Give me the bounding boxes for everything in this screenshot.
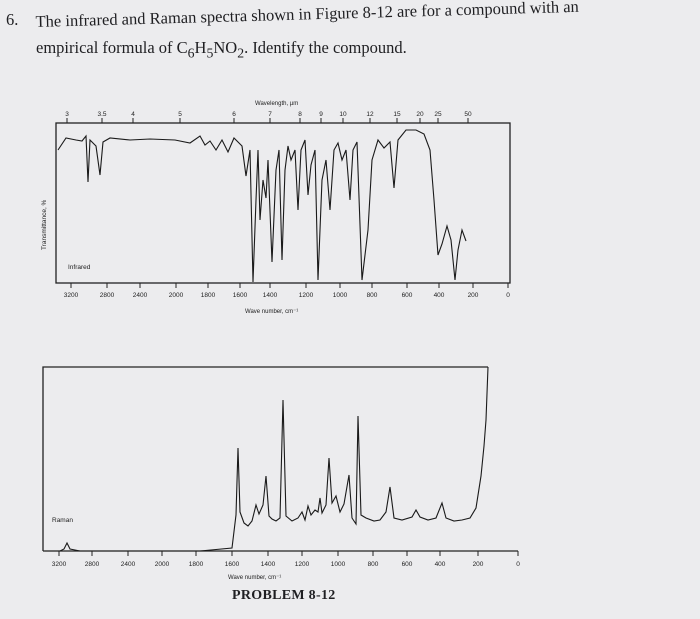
ir-top-tick-label: 8 (298, 111, 302, 118)
ir-x-axis-title: Wave number, cm⁻¹ (245, 309, 298, 315)
raman-bottom-tick-label: 600 (402, 561, 413, 568)
ir-bottom-tick-label: 1400 (263, 292, 278, 299)
ir-top-axis-title: Wavelength, µm (255, 101, 298, 107)
ir-top-tick-label: 5 (178, 111, 182, 118)
ir-spectrum: Wavelength, µm 3 3.5 4 5 6 7 8 9 10 12 15 20 25 50 32… (41, 101, 511, 315)
ir-top-ticks: 3 3.5 4 5 6 7 8 9 10 12 15 20 25 50 (65, 111, 472, 123)
raman-bottom-tick-label: 2800 (85, 561, 100, 568)
ir-y-axis-label: Transmittance, % (41, 199, 48, 250)
ir-bottom-tick-label: 1000 (333, 292, 348, 299)
raman-label: Raman (52, 517, 73, 524)
ir-bottom-tick-label: 400 (434, 292, 445, 299)
ir-trace (57, 129, 467, 283)
ir-bottom-tick-label: 1600 (233, 292, 248, 299)
ir-top-tick-label: 3.5 (97, 111, 106, 118)
figure-caption: PROBLEM 8-12 (232, 588, 336, 603)
ir-bottom-tick-label: 0 (506, 292, 510, 299)
raman-bottom-tick-label: 2000 (155, 561, 170, 568)
ir-top-tick-label: 7 (268, 111, 272, 118)
problem-number: 6. (6, 10, 19, 29)
ir-top-tick-label: 50 (464, 111, 472, 118)
raman-bottom-tick-label: 1200 (295, 561, 310, 568)
raman-bottom-tick-label: 2400 (121, 561, 136, 568)
raman-bottom-tick-label: 0 (516, 561, 520, 568)
raman-x-axis-title: Wave number, cm⁻¹ (228, 575, 281, 581)
ir-top-tick-label: 25 (434, 111, 442, 118)
raman-bottom-ticks: 3200 2800 2400 2000 1800 1600 1400 1200 1000 800 6… (52, 551, 520, 568)
ir-bottom-tick-label: 3200 (64, 292, 79, 299)
problem-line-2: empirical formula of C6H5NO2. Identify t… (36, 38, 407, 61)
raman-frame (42, 366, 488, 551)
raman-bottom-tick-label: 3200 (52, 561, 67, 568)
ir-top-tick-label: 3 (65, 111, 69, 118)
ir-top-tick-label: 15 (393, 111, 401, 118)
ir-bottom-tick-label: 1200 (299, 292, 314, 299)
ir-top-tick-label: 4 (131, 111, 135, 118)
ir-bottom-tick-label: 2400 (133, 292, 148, 299)
ir-bottom-tick-label: 600 (402, 292, 413, 299)
ir-bottom-tick-label: 800 (367, 292, 378, 299)
ir-top-tick-label: 20 (416, 111, 424, 118)
ir-bottom-tick-label: 200 (468, 292, 479, 299)
ir-label: Infrared (68, 264, 91, 271)
raman-bottom-tick-label: 1000 (331, 561, 346, 568)
ir-frame (55, 122, 511, 284)
ir-top-tick-label: 12 (366, 111, 374, 118)
ir-bottom-tick-label: 2000 (169, 292, 184, 299)
raman-bottom-tick-label: 1600 (225, 561, 240, 568)
ir-bottom-tick-label: 2800 (100, 292, 115, 299)
raman-bottom-tick-label: 1400 (261, 561, 276, 568)
raman-bottom-tick-label: 800 (368, 561, 379, 568)
raman-bottom-tick-label: 200 (473, 561, 484, 568)
raman-trace (45, 366, 489, 552)
ir-top-tick-label: 10 (339, 111, 347, 118)
raman-bottom-tick-label: 1800 (189, 561, 204, 568)
ir-bottom-ticks: 3200 2800 2400 2000 1800 1600 1400 1200 1000 800 6… (64, 283, 510, 299)
ir-top-tick-label: 6 (232, 111, 236, 118)
ir-top-tick-label: 9 (319, 111, 323, 118)
ir-bottom-tick-label: 1800 (201, 292, 216, 299)
raman-spectrum: 3200 2800 2400 2000 1800 1600 1400 1200 1000 800 6… (42, 366, 520, 581)
raman-bottom-tick-label: 400 (435, 561, 446, 568)
